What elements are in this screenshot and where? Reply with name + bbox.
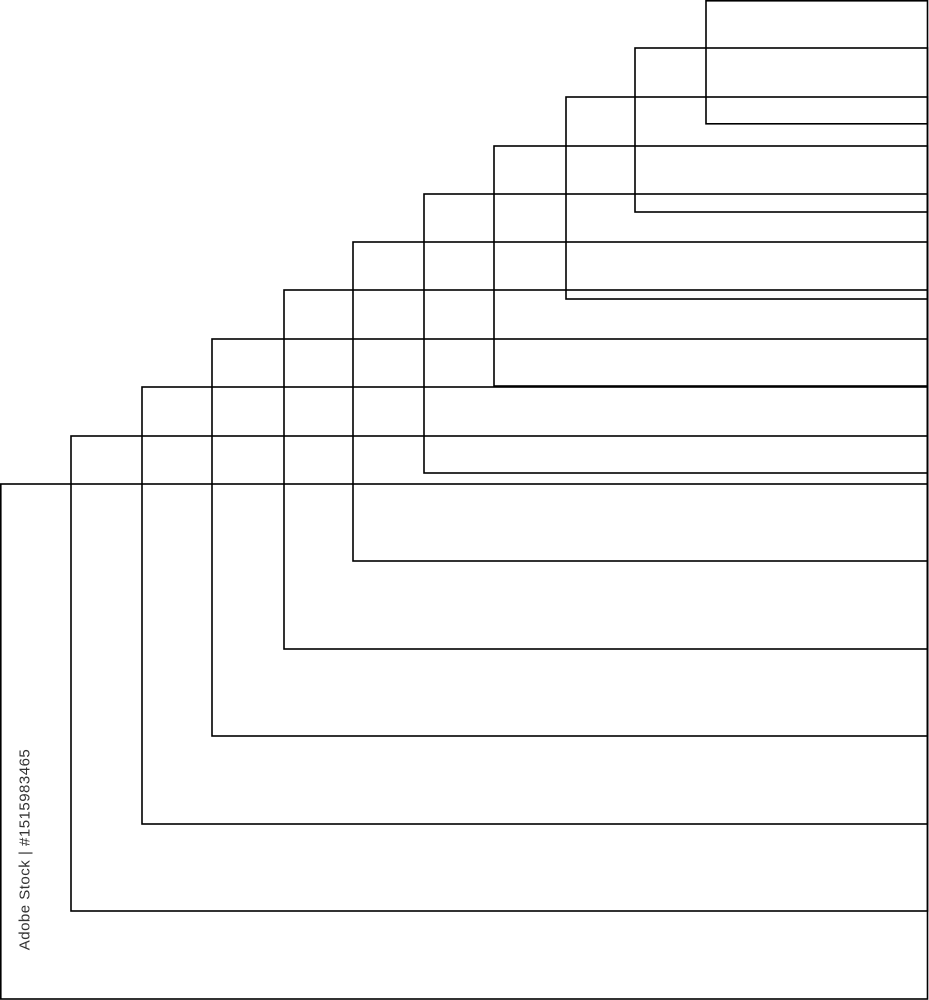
rectangle-11 [0, 483, 929, 1000]
rectangle-8 [211, 338, 929, 737]
rectangle-7 [283, 289, 929, 650]
stock-id-text: Adobe Stock | #1515983465 [16, 748, 34, 951]
rectangle-4 [493, 145, 929, 387]
stock-id-label: Adobe Stock | #1515983465 [10, 749, 40, 951]
rectangle-10 [70, 435, 929, 912]
rectangle-9 [141, 386, 929, 825]
rectangle-1 [705, 0, 929, 125]
rectangle-3 [565, 96, 929, 300]
rectangle-2 [634, 47, 929, 213]
rectangle-5 [423, 193, 929, 474]
